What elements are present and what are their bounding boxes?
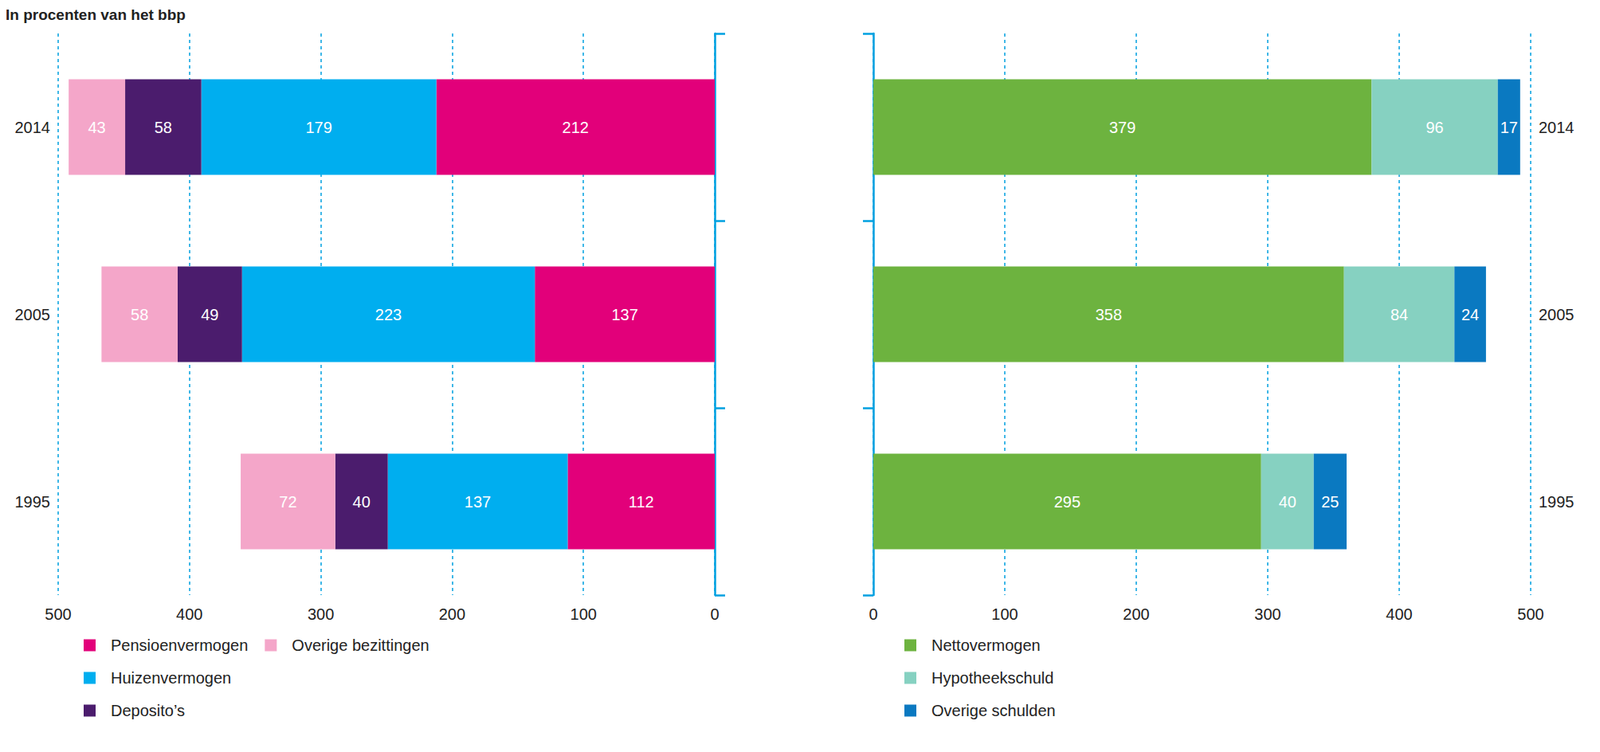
svg-text:137: 137 (611, 305, 638, 324)
svg-text:137: 137 (464, 493, 491, 511)
svg-text:24: 24 (1461, 305, 1479, 324)
svg-text:200: 200 (439, 605, 466, 624)
svg-text:2005: 2005 (1538, 305, 1575, 324)
svg-text:500: 500 (1517, 605, 1544, 624)
svg-text:Huizenvermogen: Huizenvermogen (110, 669, 232, 687)
svg-text:2005: 2005 (15, 305, 51, 324)
svg-text:Deposito’s: Deposito’s (110, 701, 185, 720)
svg-text:17: 17 (1500, 118, 1518, 137)
svg-text:400: 400 (176, 605, 203, 624)
svg-text:179: 179 (305, 118, 332, 137)
svg-text:72: 72 (278, 493, 297, 511)
svg-text:49: 49 (200, 305, 219, 324)
svg-text:358: 358 (1095, 305, 1122, 324)
svg-text:0: 0 (709, 605, 719, 624)
svg-text:400: 400 (1385, 605, 1412, 624)
svg-text:58: 58 (154, 118, 173, 137)
svg-text:2014: 2014 (1538, 118, 1575, 137)
svg-text:295: 295 (1054, 493, 1081, 511)
svg-text:96: 96 (1425, 118, 1444, 137)
svg-text:223: 223 (375, 305, 402, 324)
svg-text:1995: 1995 (1538, 493, 1575, 511)
svg-text:40: 40 (352, 493, 371, 511)
svg-text:100: 100 (991, 605, 1018, 624)
svg-text:84: 84 (1390, 305, 1408, 324)
svg-text:40: 40 (1278, 493, 1297, 511)
svg-text:Nettovermogen: Nettovermogen (931, 636, 1041, 655)
svg-text:212: 212 (562, 118, 589, 137)
svg-text:2014: 2014 (15, 118, 51, 137)
svg-text:Overige bezittingen: Overige bezittingen (291, 636, 429, 655)
svg-text:43: 43 (87, 118, 106, 137)
svg-text:100: 100 (570, 605, 597, 624)
svg-text:300: 300 (1254, 605, 1281, 624)
svg-text:In procenten van het bbp: In procenten van het bbp (5, 6, 186, 24)
svg-text:Pensioenvermogen: Pensioenvermogen (110, 636, 248, 655)
svg-text:500: 500 (44, 605, 71, 624)
svg-text:Hypotheekschuld: Hypotheekschuld (931, 669, 1054, 687)
svg-text:112: 112 (628, 493, 655, 511)
svg-text:300: 300 (307, 605, 334, 624)
svg-text:25: 25 (1321, 493, 1339, 511)
svg-text:Overige schulden: Overige schulden (931, 701, 1056, 720)
svg-text:0: 0 (868, 605, 878, 624)
svg-text:200: 200 (1122, 605, 1150, 624)
svg-text:1995: 1995 (15, 493, 51, 511)
svg-text:58: 58 (130, 305, 149, 324)
svg-text:379: 379 (1109, 118, 1136, 137)
